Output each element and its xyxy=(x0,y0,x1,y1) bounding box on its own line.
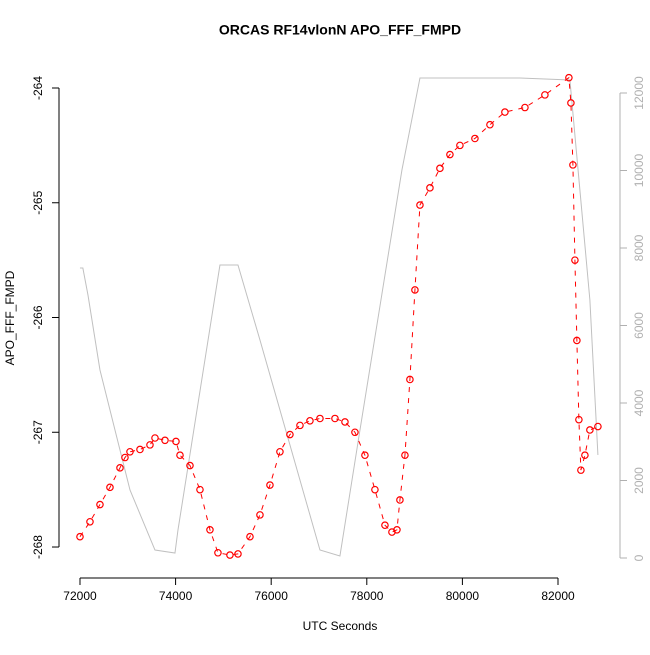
data-point xyxy=(406,375,414,384)
x-tick-label: 74000 xyxy=(159,589,193,603)
data-point xyxy=(401,451,409,460)
data-point xyxy=(136,445,144,454)
data-point xyxy=(172,437,180,446)
data-point xyxy=(306,416,314,425)
y2-tick-label: 6000 xyxy=(632,312,646,339)
data-point xyxy=(456,141,464,150)
x-axis-label: UTC Seconds xyxy=(303,619,378,633)
y2-tick-label: 12000 xyxy=(632,76,646,110)
data-point xyxy=(569,161,577,169)
data-point xyxy=(76,532,84,541)
data-point xyxy=(501,108,509,116)
x-tick-label: 76000 xyxy=(255,589,289,603)
data-point xyxy=(214,548,222,557)
data-point xyxy=(411,286,419,294)
y2-tick-label: 0 xyxy=(632,554,646,561)
data-point xyxy=(567,99,575,107)
data-point xyxy=(396,496,404,504)
data-point xyxy=(146,441,154,449)
data-point xyxy=(276,447,284,456)
y-tick-label: -266 xyxy=(31,305,45,329)
data-point xyxy=(331,414,339,423)
data-point xyxy=(361,451,369,460)
y-tick-label: -264 xyxy=(31,76,45,100)
data-line xyxy=(79,76,599,556)
y-axis-label: APO_FFF_FMPD xyxy=(3,270,17,365)
data-point xyxy=(541,91,549,99)
x-tick-label: 80000 xyxy=(446,589,480,603)
data-point xyxy=(573,336,581,345)
data-point xyxy=(206,526,214,534)
y-tick-label: -267 xyxy=(31,420,45,444)
data-point xyxy=(521,103,529,112)
data-point xyxy=(581,451,589,460)
y2-line xyxy=(79,77,599,557)
data-point xyxy=(186,461,194,470)
data-point xyxy=(586,426,594,434)
data-point xyxy=(436,164,444,173)
data-point xyxy=(96,500,104,509)
data-point xyxy=(575,415,583,424)
data-point xyxy=(266,481,274,489)
data-point xyxy=(296,421,304,430)
y-tick-label: -268 xyxy=(31,535,45,559)
data-point xyxy=(121,453,129,462)
data-point xyxy=(565,73,573,82)
data-point xyxy=(196,485,204,494)
x-tick-label: 82000 xyxy=(541,589,575,603)
y2-tick-label: 10000 xyxy=(632,154,646,188)
chart-title: ORCAS RF14vlonN APO_FFF_FMPD xyxy=(219,22,461,38)
data-point xyxy=(471,134,479,143)
data-point xyxy=(176,451,184,460)
data-point xyxy=(486,120,494,129)
data-point xyxy=(594,422,602,431)
data-point xyxy=(426,184,434,192)
y2-tick-label: 4000 xyxy=(632,389,646,416)
x-tick-label: 78000 xyxy=(350,589,384,603)
data-point xyxy=(246,532,254,541)
data-point xyxy=(126,447,134,456)
data-point xyxy=(371,485,379,494)
data-point xyxy=(226,551,234,559)
data-point xyxy=(106,483,114,492)
y-tick-label: -265 xyxy=(31,190,45,214)
y2-tick-label: 8000 xyxy=(632,234,646,261)
data-point xyxy=(381,521,389,530)
data-point xyxy=(341,418,349,426)
data-point xyxy=(316,414,324,423)
data-point xyxy=(393,526,401,534)
data-point xyxy=(256,511,264,519)
data-point xyxy=(116,464,124,472)
y2-tick-label: 2000 xyxy=(632,467,646,494)
data-point xyxy=(446,150,454,159)
data-point xyxy=(151,434,159,442)
data-point xyxy=(86,517,94,526)
data-point xyxy=(161,436,169,445)
data-point xyxy=(571,256,579,264)
data-point xyxy=(416,201,424,209)
x-tick-label: 72000 xyxy=(63,589,97,603)
data-point xyxy=(286,430,294,439)
data-point xyxy=(351,428,359,437)
data-point xyxy=(577,466,585,474)
data-point xyxy=(234,550,242,558)
